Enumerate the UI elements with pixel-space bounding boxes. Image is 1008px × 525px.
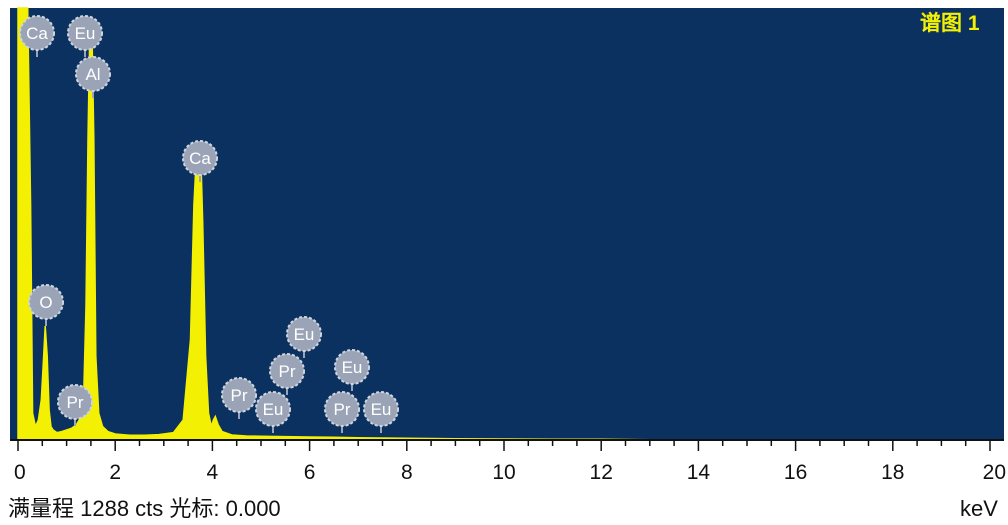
x-tick-label: 8 (401, 461, 413, 484)
element-label-badge (28, 284, 64, 320)
element-label-badge (286, 316, 322, 352)
element-label-text: Pr (231, 386, 248, 405)
element-label-text: Al (85, 65, 100, 84)
element-label-badge (67, 15, 103, 51)
x-tick-label: 18 (881, 461, 904, 484)
element-label-badge (182, 140, 218, 176)
x-tick-label: 14 (687, 461, 711, 484)
element-label-text: Eu (75, 24, 96, 43)
x-tick-label: 10 (492, 461, 515, 484)
x-axis-unit-label: keV (960, 496, 998, 521)
x-tick-label: 16 (784, 461, 807, 484)
element-label-text: Ca (189, 149, 211, 168)
x-tick-label: 20 (983, 461, 1006, 484)
element-label-badge (19, 15, 55, 51)
x-axis-ticks: 0 2 4 6 8 10 12 14 16 18 20 (14, 440, 1006, 484)
element-label-text: O (39, 293, 52, 312)
x-tick-label: 4 (207, 461, 219, 484)
full-scale-readout: 满量程 1288 cts 光标: 0.000 (8, 496, 281, 521)
x-tick-label: 12 (590, 461, 613, 484)
element-label-group: Ca Eu Al Ca O Pr Eu Pr Pr Eu Eu Pr Eu (19, 15, 399, 433)
spectrum-title: 谱图 1 (920, 11, 980, 35)
x-tick-label: 2 (109, 461, 121, 484)
element-label-text: Eu (294, 325, 315, 344)
spectrum-group (17, 7, 990, 441)
element-label-text: Pr (279, 362, 296, 381)
element-label-text: Pr (334, 400, 351, 419)
element-label-badge (57, 384, 93, 420)
element-label-text: Eu (263, 400, 284, 419)
element-label-badge (221, 377, 257, 413)
element-label-badge (324, 391, 360, 427)
element-label-text: Pr (67, 393, 84, 412)
x-tick-label: 0 (14, 461, 26, 484)
element-label-badge (269, 353, 305, 389)
element-label-badge (363, 391, 399, 427)
element-label-text: Ca (26, 24, 48, 43)
spectrum-trace (17, 7, 990, 441)
element-label-badge (255, 391, 291, 427)
x-tick-label: 6 (304, 461, 316, 484)
element-label-text: Eu (342, 358, 363, 377)
plot-area (10, 8, 1004, 440)
element-label-badge (75, 56, 111, 92)
element-label-text: Eu (371, 400, 392, 419)
element-label-badge (334, 349, 370, 385)
